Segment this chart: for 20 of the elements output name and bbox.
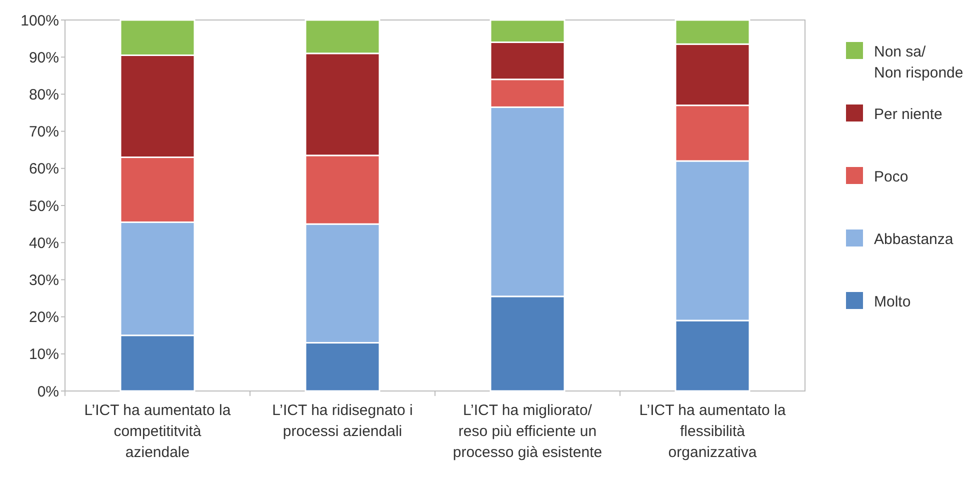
- y-tick-label: 10%: [28, 346, 59, 364]
- y-tick-label: 90%: [28, 49, 59, 66]
- x-tick-label: L’ICT ha aumentato la flessibilità organizzativa: [639, 402, 786, 461]
- y-tick-label: 50%: [28, 198, 59, 215]
- y-tick-label: 30%: [28, 272, 59, 289]
- legend-label: Non sa/ Non risponde: [874, 43, 964, 82]
- y-tick-label: 70%: [28, 124, 59, 141]
- y-tick-label: 100%: [20, 12, 59, 30]
- y-tick-label: 20%: [28, 309, 59, 326]
- y-tick-label: 80%: [28, 86, 59, 104]
- legend-label: Abbastanza: [874, 230, 954, 248]
- y-tick-label: 0%: [37, 383, 59, 400]
- y-tick-label: 40%: [28, 234, 59, 252]
- x-tick-label: L’ICT ha ridisegnato i processi aziendali: [272, 402, 413, 440]
- x-tick-label: L’ICT ha aumentato la competititvità aziendale: [84, 402, 232, 461]
- legend-label: Molto: [874, 293, 911, 310]
- x-tick-label: L’ICT ha migliorato/ reso più efficiente un processo già esistente: [452, 402, 602, 461]
- legend-label: Poco: [874, 168, 908, 186]
- legend-label: Per niente: [874, 106, 942, 123]
- y-tick-label: 60%: [28, 160, 59, 178]
